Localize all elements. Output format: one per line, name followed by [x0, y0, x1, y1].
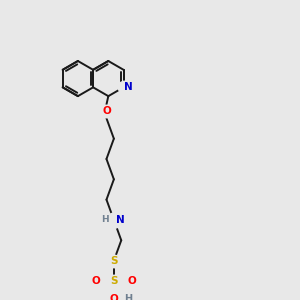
Text: N: N	[116, 215, 124, 225]
Text: H: H	[124, 293, 132, 300]
Text: S: S	[110, 256, 118, 266]
Text: H: H	[101, 215, 108, 224]
Text: O: O	[102, 106, 111, 116]
Text: O: O	[110, 293, 118, 300]
Text: O: O	[127, 276, 136, 286]
Text: N: N	[124, 82, 133, 92]
Text: O: O	[92, 276, 101, 286]
Text: S: S	[110, 276, 118, 286]
